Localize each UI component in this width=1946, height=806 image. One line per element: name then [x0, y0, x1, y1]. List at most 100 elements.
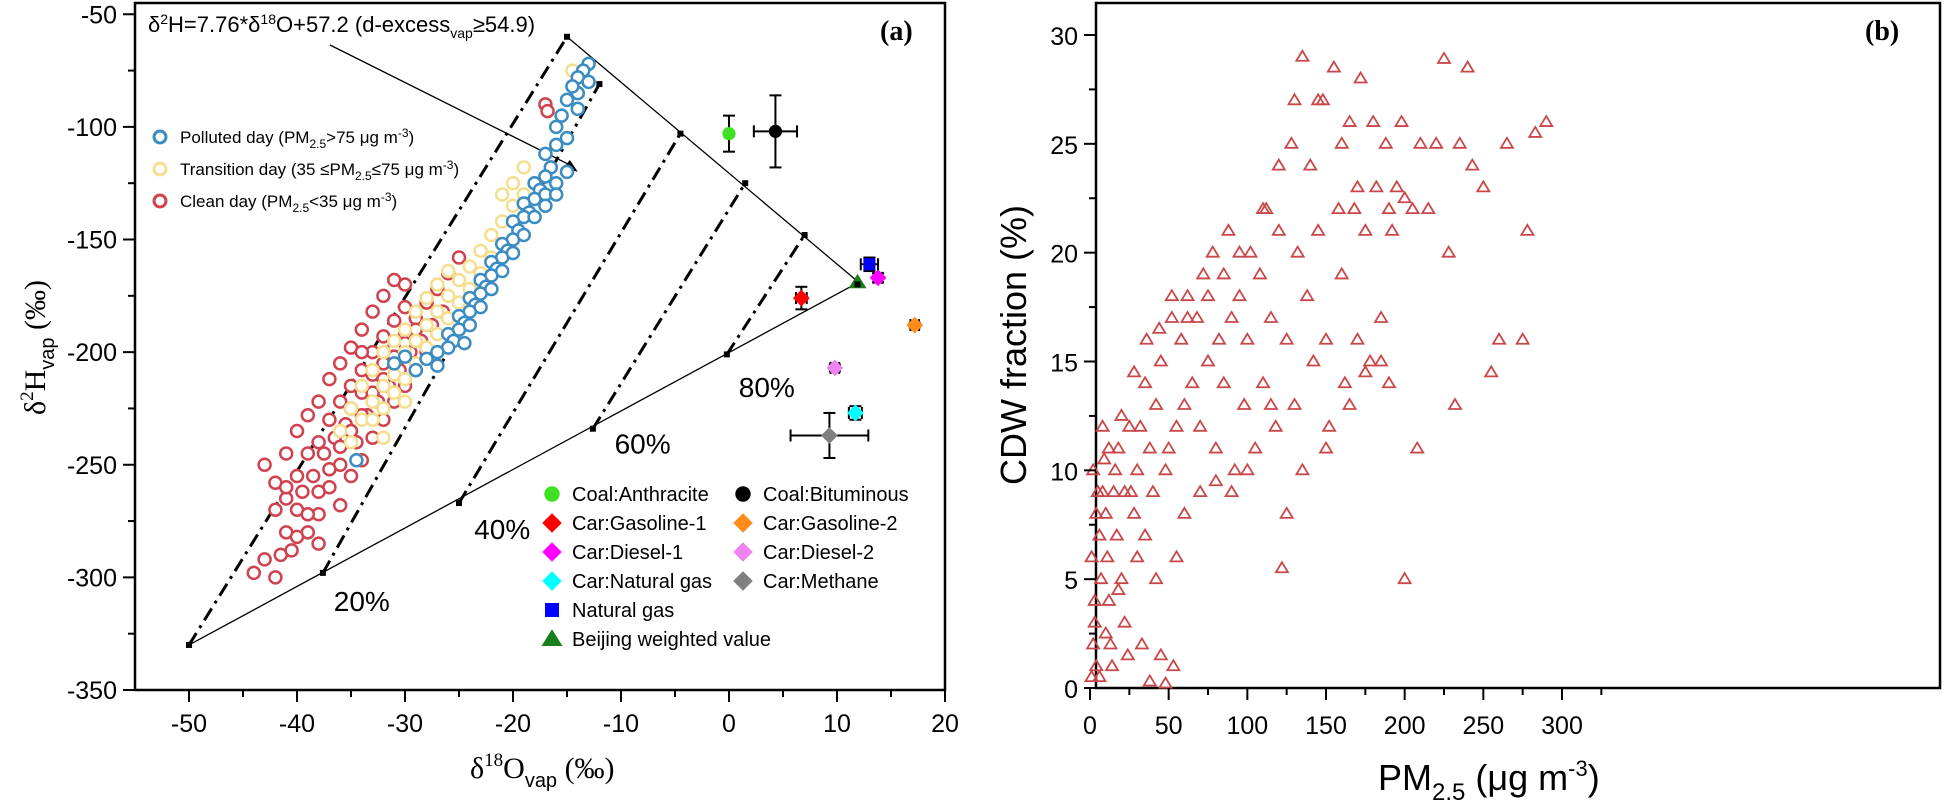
legend-marker: [152, 129, 168, 145]
data-point-cdw: [1290, 244, 1306, 258]
fraction-isoline: [457, 132, 682, 504]
data-point-transition-day: [440, 263, 456, 279]
data-point-cdw: [1139, 331, 1155, 345]
data-point-cdw: [1231, 244, 1248, 258]
legend-marker: [544, 486, 560, 502]
data-point-cdw: [1381, 375, 1397, 389]
data-point-cdw: [1334, 266, 1350, 280]
y-tick-label-a: -50: [81, 1, 117, 29]
data-point-cdw: [1362, 353, 1378, 367]
source-car-gasoline-2: [906, 316, 924, 334]
legend-marker: [152, 193, 168, 209]
data-point-polluted-day: [527, 209, 542, 225]
x-tick-label-b: 100: [1226, 712, 1268, 740]
data-point-clean-day: [332, 394, 348, 409]
x-tick-label-a: -30: [387, 710, 423, 738]
data-point-cdw: [1083, 669, 1100, 683]
data-point-cdw: [1393, 114, 1410, 127]
x-tick-label-a: 0: [722, 710, 736, 738]
percent-label: 40%: [474, 514, 530, 545]
x-tick-label-a: -20: [495, 710, 531, 738]
source-car-diesel-1: [869, 269, 887, 287]
data-point-cdw: [1192, 484, 1208, 497]
data-point-polluted-day: [570, 101, 586, 117]
plot-frame-a: [133, 1, 947, 692]
data-point-polluted-day: [484, 281, 499, 297]
data-point-cdw: [1263, 310, 1279, 323]
data-point-polluted-day: [559, 130, 575, 146]
data-point-cdw: [1452, 136, 1468, 149]
data-point-clean-day: [316, 446, 332, 461]
lmwl-equation: δ2H=7.76*δ18O+57.2 (d-excessvap≥54.9): [148, 11, 535, 41]
data-point-transition-day: [397, 371, 413, 387]
data-point-polluted-day: [494, 263, 510, 279]
data-point-clean-day: [332, 356, 348, 371]
legend-marker: [542, 571, 562, 591]
percent-label: 80%: [739, 372, 795, 403]
data-point-clean-day: [289, 529, 305, 545]
data-point-cdw: [1447, 397, 1463, 410]
panel-label-b: (b): [1865, 16, 1899, 47]
data-point-cdw: [1321, 419, 1337, 432]
data-point-clean-day: [311, 394, 326, 409]
y-tick-label-a: -300: [67, 564, 117, 592]
data-point-cdw: [1294, 462, 1310, 476]
data-point-clean-day: [295, 484, 310, 500]
legend-marker: [542, 513, 562, 533]
data-point-clean-day: [397, 277, 413, 292]
isoline-end-marker: [186, 641, 192, 648]
data-point-cdw: [1318, 440, 1334, 454]
data-point-cdw: [1120, 647, 1136, 661]
data-point-cdw: [1151, 321, 1167, 334]
data-point-cdw: [1164, 288, 1180, 302]
data-point-cdw: [1091, 669, 1108, 683]
data-point-cdw: [1252, 266, 1268, 280]
data-point-cdw: [1184, 375, 1200, 389]
source-natural-gas: [863, 258, 876, 271]
source-car-diesel-2: [826, 359, 844, 377]
data-point-transition-day: [376, 401, 391, 416]
data-point-transition-day: [376, 430, 391, 445]
data-point-cdw: [1342, 397, 1358, 410]
data-point-cdw: [1173, 331, 1189, 345]
data-point-cdw: [1239, 331, 1255, 345]
legend-marker: [542, 542, 562, 562]
percent-label: 20%: [334, 586, 390, 617]
data-point-transition-day: [430, 277, 445, 292]
data-point-polluted-day: [565, 79, 580, 94]
data-point-clean-day: [322, 371, 337, 387]
data-point-cdw: [1302, 157, 1318, 171]
data-point-cdw: [1200, 353, 1216, 367]
data-point-clean-day: [311, 434, 326, 450]
y-tick-label-b: 10: [1050, 458, 1078, 486]
legend-label: Car:Gasoline-1: [572, 513, 707, 535]
x-tick-label-a: -10: [603, 710, 639, 738]
data-point-cdw: [1331, 201, 1347, 215]
data-point-cdw: [1519, 223, 1535, 236]
isoline-end-marker: [596, 81, 603, 88]
apex-marker: [854, 281, 861, 288]
data-point-cdw: [1409, 440, 1425, 454]
data-point-clean-day: [284, 543, 299, 558]
data-point-polluted-day: [559, 92, 575, 108]
data-point-cdw: [1349, 331, 1366, 345]
data-point-cdw: [1349, 179, 1366, 193]
data-point-clean-day: [257, 552, 272, 567]
data-point-transition-day: [354, 378, 370, 394]
data-point-transition-day: [473, 243, 488, 259]
data-point-cdw: [1318, 331, 1334, 345]
data-point-transition-day: [332, 423, 348, 439]
data-point-clean-day: [365, 304, 380, 319]
data-point-cdw: [1373, 353, 1389, 367]
data-point-clean-day: [268, 502, 283, 518]
data-point-polluted-day: [548, 137, 564, 153]
y-tick-label-a: -150: [67, 227, 117, 255]
data-point-cdw: [1142, 673, 1158, 687]
data-point-cdw: [1373, 310, 1389, 323]
data-point-clean-day: [311, 536, 326, 551]
data-point-transition-day: [343, 434, 359, 450]
data-point-cdw: [1357, 223, 1373, 236]
panel-b: 0 50 100 150 200 250 300 0 5 10 15 20 25 30 (b) PM2.…: [993, 1, 1942, 806]
data-point-transition-day: [505, 175, 521, 191]
data-point-cdw: [1326, 59, 1342, 73]
